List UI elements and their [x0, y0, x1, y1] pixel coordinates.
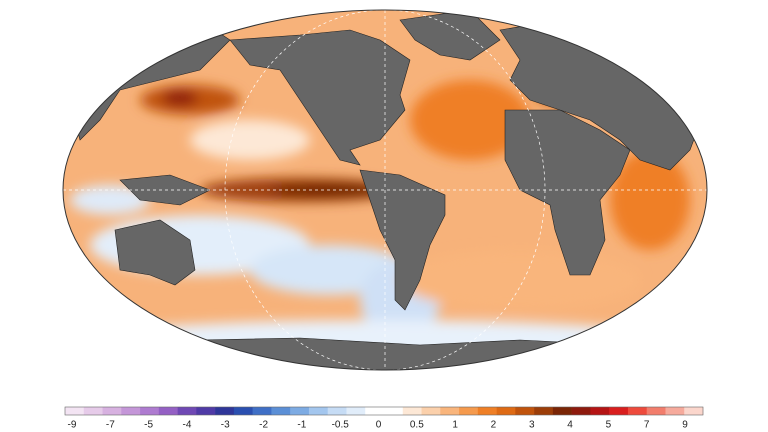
color-swatch — [346, 407, 366, 415]
australia — [114, 219, 196, 286]
color-swatch — [365, 407, 385, 415]
color-swatch — [421, 407, 441, 415]
color-swatch — [196, 407, 216, 415]
color-swatch — [158, 407, 178, 415]
color-swatch — [402, 407, 422, 415]
greenland — [399, 10, 501, 61]
colorbar-tick-label: 0.5 — [410, 420, 424, 431]
color-swatch — [177, 407, 197, 415]
graticule — [63, 10, 707, 370]
north-america — [229, 29, 411, 166]
colorbar-tick-label: 1 — [452, 420, 458, 431]
colorbar-tick-label: 9 — [682, 420, 688, 431]
color-swatch — [65, 407, 85, 415]
color-swatch — [496, 407, 516, 415]
map-frame — [62, 9, 708, 371]
color-swatch — [477, 407, 497, 415]
colorbar-tick-label: 5 — [606, 420, 612, 431]
color-swatch — [571, 407, 591, 415]
colorbar-tick-label: 7 — [644, 420, 650, 431]
color-swatch — [215, 407, 235, 415]
color-swatch — [102, 407, 122, 415]
colorbar-tick-label: 3 — [529, 420, 535, 431]
antarctica — [63, 337, 707, 370]
color-swatch — [327, 407, 347, 415]
color-swatch — [121, 407, 141, 415]
color-swatch — [271, 407, 291, 415]
colorbar-tick-label: -2 — [259, 420, 268, 431]
colorbar-tick-label: -1 — [297, 420, 306, 431]
color-swatch — [440, 407, 460, 415]
color-swatch — [290, 407, 310, 415]
color-swatch — [140, 407, 160, 415]
colorbar: -9 -7 -5 -4 -3 -2 -1 -0.5 0 0.5 1 2 3 4 5 7 9 — [64, 406, 704, 431]
color-swatch — [384, 407, 404, 415]
colorbar-tick-label: -9 — [68, 420, 77, 431]
color-swatch — [665, 407, 685, 415]
south-america — [359, 169, 446, 311]
color-swatch — [534, 407, 554, 415]
color-swatch — [590, 407, 610, 415]
colorbar-tick-label: -7 — [106, 420, 115, 431]
color-swatch — [233, 407, 253, 415]
colorbar-tick-label: 4 — [567, 420, 573, 431]
color-swatch — [252, 407, 272, 415]
color-swatch — [684, 407, 704, 415]
colorbar-tick-label: -4 — [182, 420, 191, 431]
africa — [504, 109, 631, 276]
color-swatch — [515, 407, 535, 415]
colorbar-tick-label: 0 — [376, 420, 382, 431]
color-swatch — [646, 407, 666, 415]
color-swatch — [308, 407, 329, 415]
color-swatch — [609, 407, 629, 415]
color-swatch — [459, 407, 479, 415]
colorbar-tick-label: -3 — [221, 420, 230, 431]
map — [63, 10, 707, 370]
colorbar-frame — [64, 406, 704, 416]
colorbar-tick-label: 2 — [491, 420, 497, 431]
color-swatch — [627, 407, 648, 415]
colorbar-tick-label: -0.5 — [332, 420, 350, 431]
colorbar-tick-label: -5 — [144, 420, 153, 431]
color-swatch — [552, 407, 572, 415]
color-swatch — [83, 407, 103, 415]
